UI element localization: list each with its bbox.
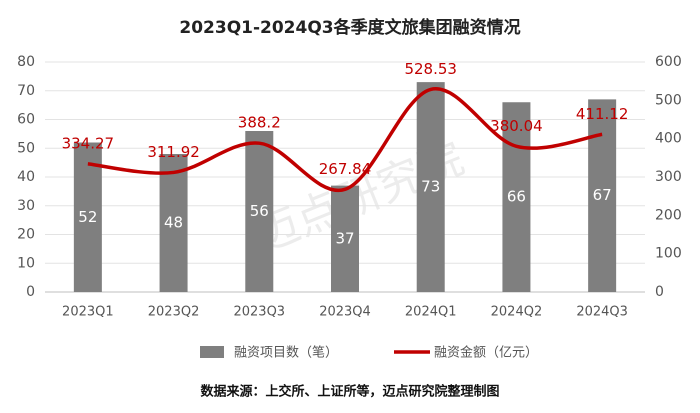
y2-tick-label: 200 xyxy=(655,207,682,223)
line-value-label: 311.92 xyxy=(147,143,200,161)
x-tick-label: 2023Q3 xyxy=(233,305,285,320)
x-tick-label: 2023Q2 xyxy=(148,305,200,320)
bar xyxy=(588,99,617,292)
y-tick-label: 40 xyxy=(17,169,35,185)
y2-tick-label: 400 xyxy=(655,131,682,147)
bar-value-label: 67 xyxy=(593,186,612,204)
y-tick-label: 50 xyxy=(17,140,35,156)
bar-value-label: 52 xyxy=(78,208,97,226)
chart-title: 2023Q1-2024Q3各季度文旅集团融资情况 xyxy=(179,17,520,38)
bar xyxy=(416,82,445,292)
y2-tick-label: 0 xyxy=(655,284,664,300)
bar xyxy=(159,154,188,292)
bar-value-label: 56 xyxy=(250,202,269,220)
bar xyxy=(73,142,102,292)
x-tick-label: 2024Q1 xyxy=(405,305,457,320)
line-value-label: 411.12 xyxy=(576,105,629,123)
y-tick-label: 30 xyxy=(17,198,35,214)
y-tick-label: 70 xyxy=(17,83,35,99)
x-tick-label: 2024Q2 xyxy=(491,305,543,320)
legend-swatch xyxy=(200,346,224,358)
legend-label: 融资项目数（笔） xyxy=(234,345,338,361)
x-tick-label: 2023Q1 xyxy=(62,305,114,320)
bar-value-label: 48 xyxy=(164,214,183,232)
legend-label: 融资金额（亿元） xyxy=(434,345,538,361)
bar xyxy=(502,102,531,292)
y2-tick-label: 100 xyxy=(655,246,682,262)
line-value-label: 388.2 xyxy=(238,114,281,132)
y-tick-label: 60 xyxy=(17,112,35,128)
y-tick-label: 10 xyxy=(17,255,35,271)
y-tick-label: 0 xyxy=(26,284,35,300)
y2-tick-label: 500 xyxy=(655,92,682,108)
line-value-label: 380.04 xyxy=(490,117,543,135)
bar-value-label: 37 xyxy=(335,229,354,247)
y2-tick-label: 300 xyxy=(655,169,682,185)
bar xyxy=(245,131,274,292)
line-value-label: 267.84 xyxy=(319,160,372,178)
y-tick-label: 80 xyxy=(17,54,35,70)
line-value-label: 528.53 xyxy=(404,60,457,78)
bar-value-label: 66 xyxy=(507,188,526,206)
y-tick-label: 20 xyxy=(17,227,35,243)
line xyxy=(87,87,603,193)
x-tick-label: 2023Q4 xyxy=(319,305,371,320)
source-note: 数据来源：上交所、上证所等，迈点研究院整理制图 xyxy=(200,384,499,400)
bar-value-label: 73 xyxy=(421,178,440,196)
x-tick-label: 2024Q3 xyxy=(576,305,628,320)
line-value-label: 334.27 xyxy=(62,134,115,152)
y2-tick-label: 600 xyxy=(655,54,682,70)
bar xyxy=(331,185,359,292)
